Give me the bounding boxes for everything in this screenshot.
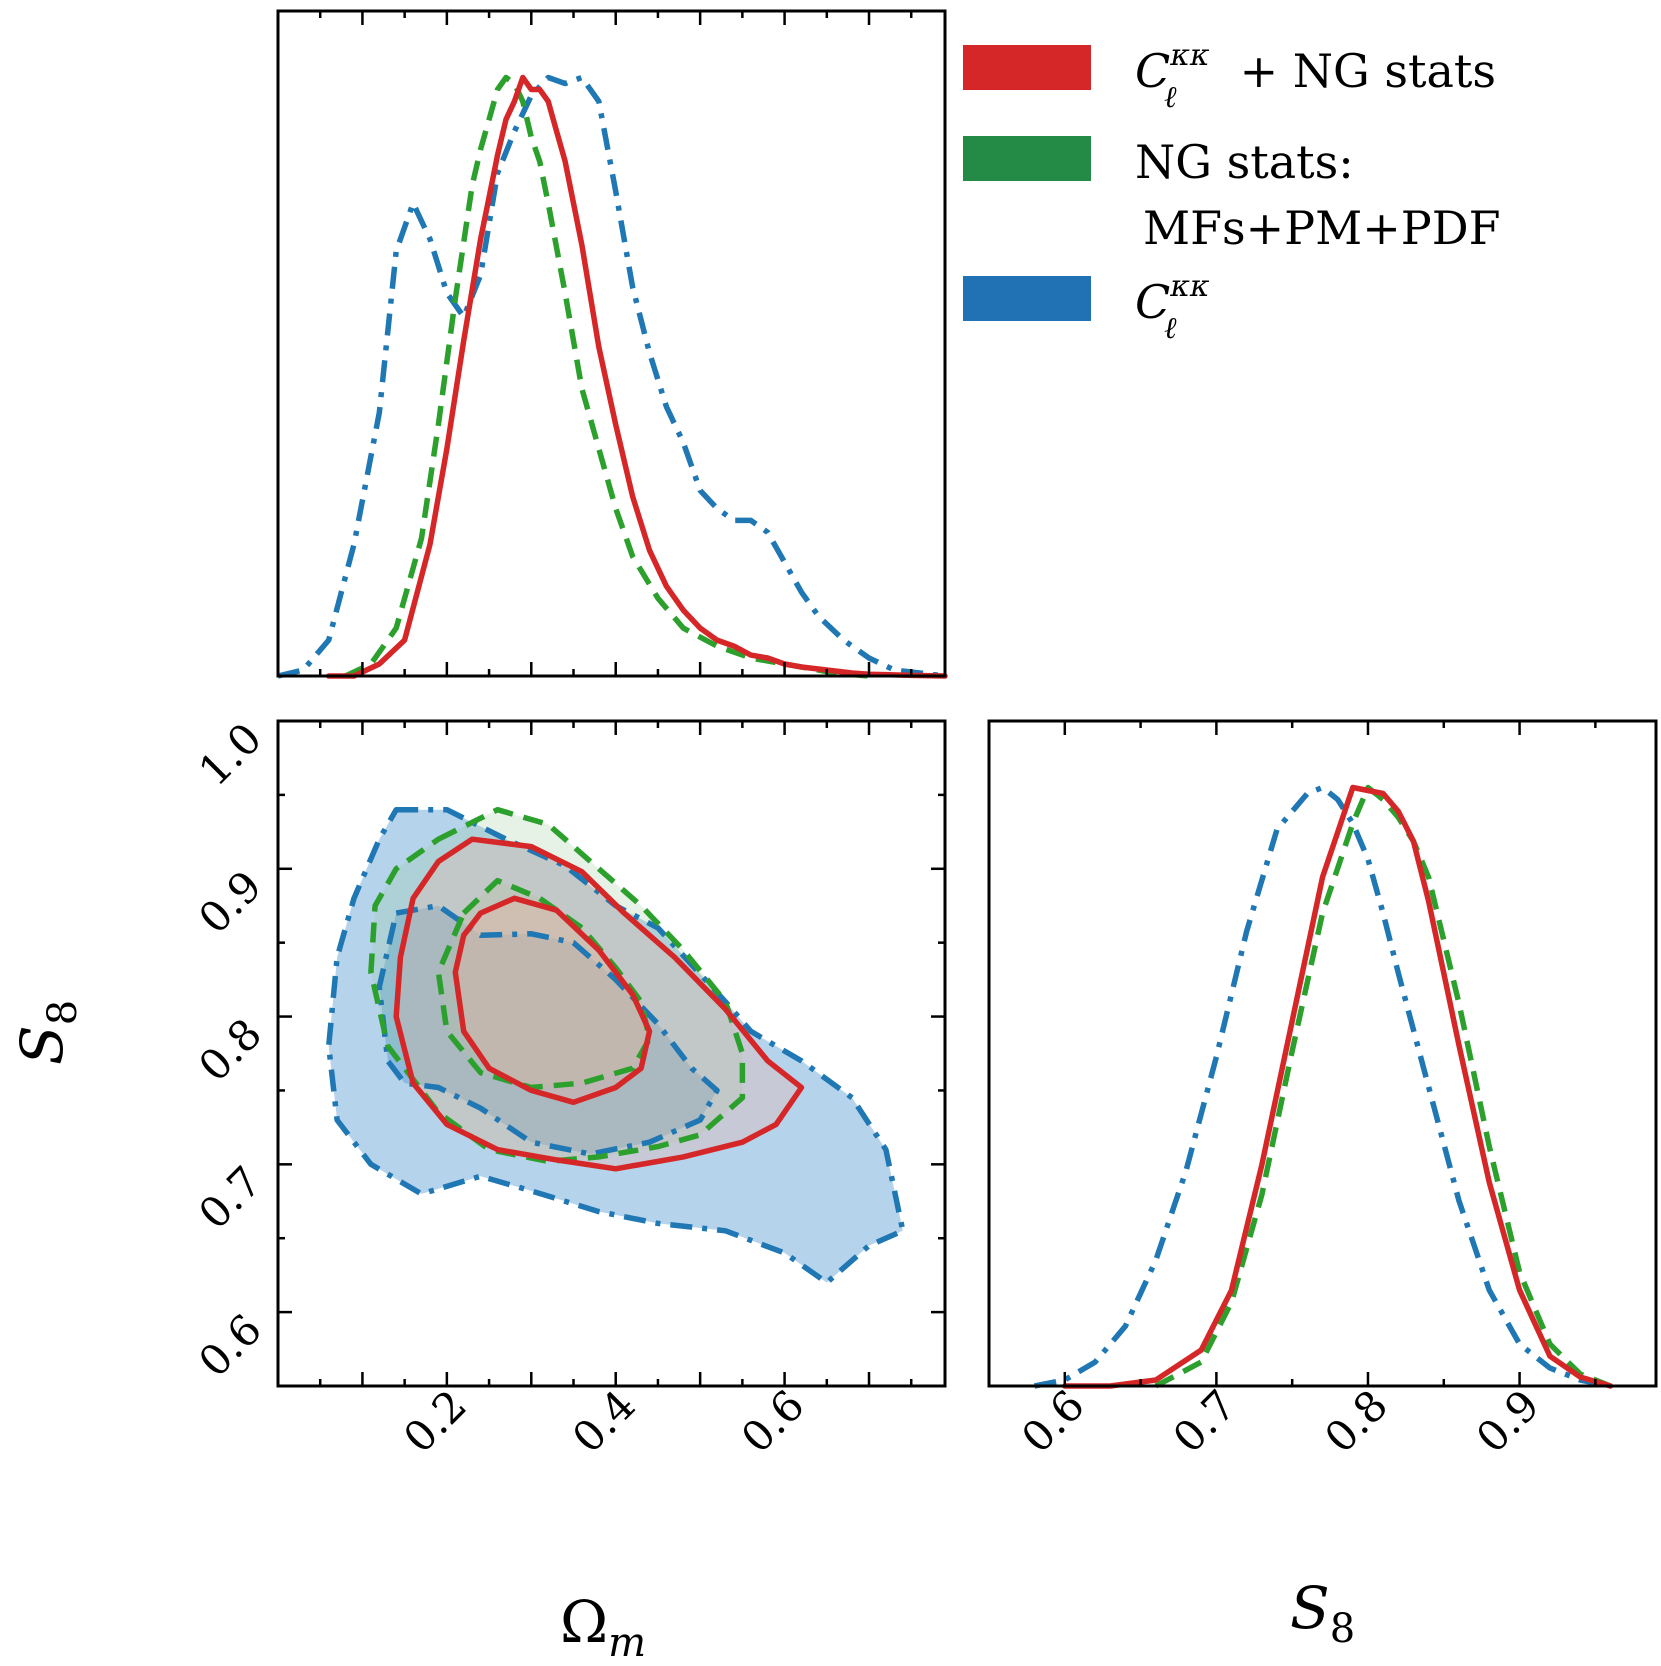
- legend-swatch-ng: [963, 136, 1091, 181]
- legend-label-combined: Cκκ ℓ + NG stats: [1135, 38, 1496, 115]
- legend-combined-rest: + NG stats: [1225, 44, 1496, 98]
- legend-cl-sup: κκ: [1169, 269, 1210, 304]
- legend-combined-sup: κκ: [1169, 38, 1210, 73]
- s8-left-axis-title: S8: [8, 1000, 86, 1065]
- s8-bottom-symbol: S: [1290, 1574, 1330, 1642]
- axis-titles: Ωm S8 S8: [8, 1000, 1355, 1666]
- s8-left-symbol: S: [8, 1025, 76, 1065]
- omega-m-axis-title: Ωm: [560, 1588, 646, 1661]
- contour-68-line-cl: [376, 902, 720, 1157]
- s8-left-subscript: 8: [40, 1000, 86, 1025]
- s8-marginal-curves: [1033, 784, 1614, 1389]
- legend-combined-c: C: [1135, 44, 1170, 98]
- panel-s8-marginal: [987, 719, 1658, 1389]
- contour-95-fill-combined: [396, 839, 802, 1169]
- contour-68-line-combined: [452, 895, 653, 1106]
- s8-curve-ng: [1154, 784, 1612, 1389]
- omega-m-subscript: m: [608, 1620, 646, 1661]
- legend-label-cl: Cκκ ℓ: [1135, 269, 1210, 346]
- legend-swatch-cl: [963, 276, 1091, 321]
- s8-curve-combined: [1062, 784, 1614, 1389]
- joint-contour-lines: [325, 806, 906, 1286]
- contour-95-line-ng: [368, 806, 746, 1165]
- panel-joint-contours: [276, 719, 947, 1388]
- s8-curve-cl: [1033, 784, 1612, 1389]
- legend-cl-c: C: [1135, 275, 1170, 329]
- omega-m-curve-ng: [344, 74, 870, 679]
- contour-68-fill-cl: [379, 905, 717, 1154]
- panel-omega-m-marginal: [276, 9, 948, 679]
- legend-label-ng-line1: NG stats:: [1135, 135, 1354, 189]
- legend-swatch-combined: [963, 45, 1091, 90]
- contour-68-fill-combined: [455, 898, 650, 1103]
- omega-m-symbol: Ω: [560, 1588, 608, 1656]
- legend-combined-sub: ℓ: [1164, 80, 1177, 115]
- legend-cl-sub: ℓ: [1164, 311, 1177, 346]
- omega-m-marginal-ticks: [276, 11, 913, 676]
- s8-bottom-axis-title: S8: [1290, 1574, 1355, 1652]
- contour-68-line-ng: [435, 877, 653, 1091]
- legend: Cκκ ℓ + NG stats NG stats: MFs+PM+PDF Cκκ…: [963, 38, 1501, 346]
- omega-m-marginal-frame: [276, 9, 947, 678]
- contour-95-fill-ng: [370, 809, 743, 1162]
- contour-95-line-combined: [393, 836, 805, 1172]
- legend-label-ng-line2: MFs+PM+PDF: [1143, 201, 1501, 255]
- joint-frame: [276, 719, 947, 1388]
- s8-bottom-subscript: 8: [1330, 1606, 1355, 1652]
- s8-marginal-frame: [987, 719, 1658, 1388]
- omega-m-curve-cl: [277, 74, 946, 679]
